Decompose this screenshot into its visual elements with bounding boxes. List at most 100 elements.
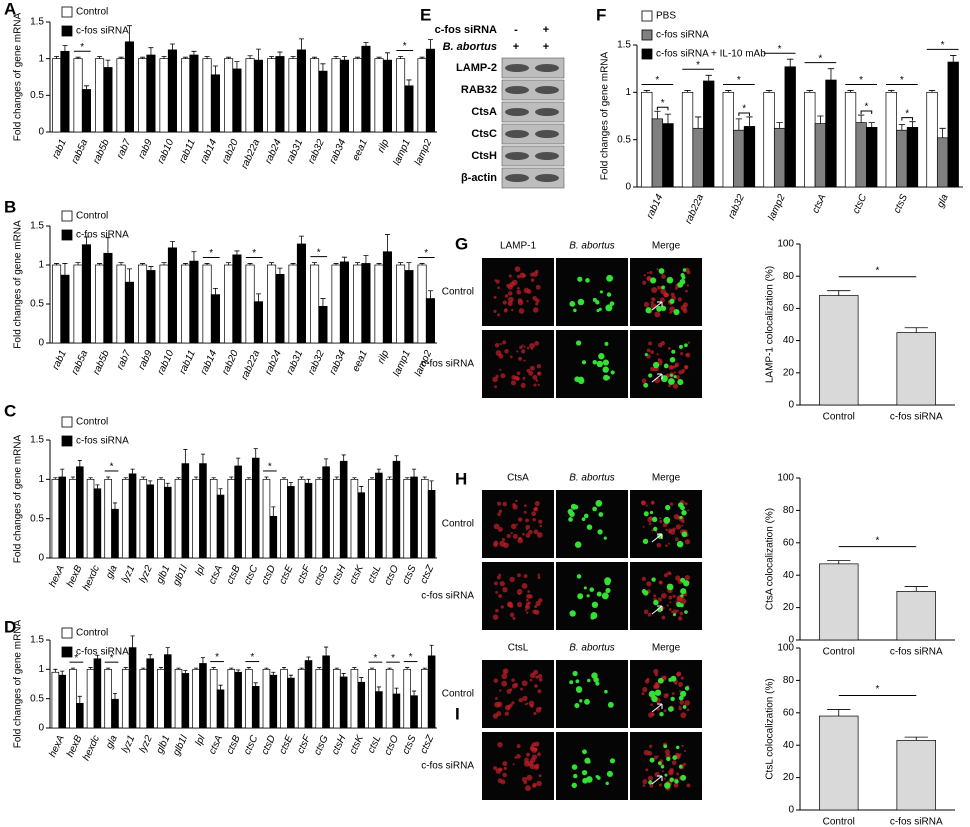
red-signal	[504, 704, 511, 711]
green-signal	[598, 353, 605, 360]
bar	[116, 58, 126, 133]
red-signal	[677, 297, 682, 302]
red-signal	[641, 576, 646, 582]
green-signal	[595, 499, 603, 507]
condition-value: +	[513, 41, 519, 53]
green-signal	[672, 755, 678, 760]
error-bar	[218, 684, 223, 690]
x-tick-label: rab5b	[91, 137, 112, 165]
red-signal	[537, 689, 542, 694]
red-signal	[537, 673, 543, 679]
green-signal	[677, 282, 684, 288]
bar	[199, 663, 207, 729]
bar	[410, 476, 418, 559]
column-header: LAMP-1	[500, 241, 537, 252]
error-bar	[398, 56, 404, 59]
green-signal	[657, 677, 664, 684]
red-signal	[647, 517, 653, 523]
error-bar	[226, 262, 232, 265]
bar	[357, 681, 366, 729]
green-signal	[598, 307, 602, 311]
red-signal	[522, 695, 528, 701]
error-bar	[939, 127, 946, 138]
micrograph	[556, 660, 628, 728]
red-signal	[523, 345, 526, 348]
red-signal	[685, 289, 688, 293]
error-bar	[333, 56, 339, 59]
green-signal	[572, 670, 578, 677]
red-signal	[512, 616, 516, 620]
x-tick-label: rab22a	[683, 192, 706, 225]
blot-strip	[501, 101, 565, 123]
bar	[763, 91, 775, 188]
error-bar	[817, 115, 824, 124]
error-bar	[359, 677, 364, 683]
x-tick-label: lyz2	[137, 733, 155, 754]
bar	[159, 58, 169, 133]
red-signal	[498, 594, 503, 598]
red-signal	[526, 611, 529, 614]
red-signal	[670, 292, 675, 297]
significance-label: *	[373, 653, 377, 664]
green-signal	[606, 770, 613, 777]
red-signal	[528, 594, 533, 599]
red-signal	[644, 679, 650, 684]
red-signal	[669, 311, 673, 314]
legend-swatch	[61, 435, 73, 447]
error-bar	[684, 90, 691, 93]
bar	[353, 264, 363, 344]
green-signal	[575, 679, 580, 684]
x-tick-label: rilp	[376, 137, 392, 154]
bar	[885, 91, 897, 188]
green-signal	[665, 504, 671, 511]
blot-band	[505, 152, 529, 160]
significance-label: *	[941, 40, 945, 51]
x-tick-label: glb1	[154, 734, 172, 756]
bar	[251, 685, 260, 729]
error-bar	[735, 118, 743, 131]
error-bar	[312, 262, 318, 265]
bar	[339, 261, 349, 344]
red-signal	[668, 595, 673, 600]
red-signal	[532, 295, 537, 301]
green-signal	[664, 782, 671, 789]
red-signal	[659, 362, 663, 366]
error-bar	[324, 458, 329, 467]
y-tick-label: 100	[777, 473, 794, 484]
bar	[385, 478, 394, 559]
error-bar	[369, 477, 375, 480]
green-signal	[656, 305, 662, 312]
x-tick-label: hexA	[47, 733, 67, 759]
red-signal	[678, 706, 682, 711]
bar	[819, 295, 859, 406]
arrow	[651, 373, 663, 383]
red-signal	[536, 780, 542, 787]
error-bar	[333, 263, 339, 265]
red-signal	[673, 513, 680, 520]
red-signal	[504, 308, 508, 312]
green-signal	[668, 378, 675, 385]
bar	[339, 676, 348, 729]
row-label: c-fos siRNA	[421, 591, 474, 602]
significance-label: *	[252, 248, 256, 259]
error-bar	[705, 74, 712, 81]
x-tick-label: ctsC	[851, 192, 870, 215]
error-bar	[77, 695, 82, 704]
bar	[392, 693, 401, 729]
red-signal	[536, 364, 542, 369]
bar	[310, 58, 320, 133]
red-signal	[498, 573, 501, 577]
bar	[333, 478, 341, 559]
x-tick-label: ctsF	[295, 733, 313, 756]
x-tick-label: c-fos siRNA	[890, 647, 943, 658]
red-signal	[525, 528, 528, 531]
red-signal	[669, 772, 672, 775]
bar	[280, 478, 288, 559]
green-signal	[581, 517, 586, 522]
red-signal	[523, 780, 527, 785]
red-signal	[665, 528, 668, 532]
significance-label: *	[778, 44, 782, 55]
red-signal	[645, 504, 648, 507]
x-tick-label: rab20	[220, 348, 241, 376]
x-tick-label: lyz2	[137, 563, 155, 584]
